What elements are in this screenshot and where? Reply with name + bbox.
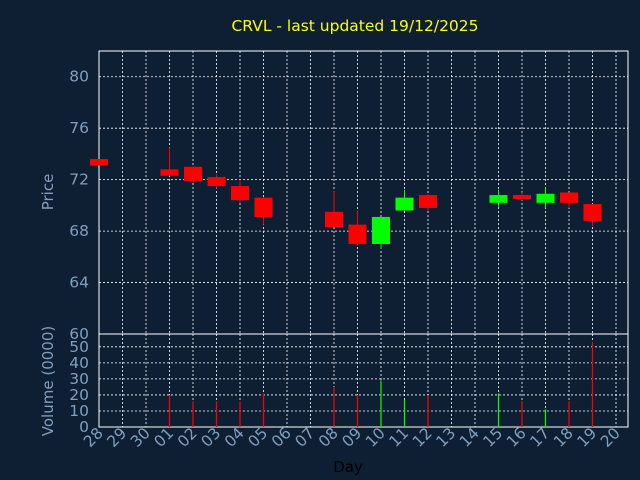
candle-body [207, 177, 226, 187]
price-y-tick-label: 80 [69, 68, 89, 86]
candle-body [160, 169, 179, 176]
price-axis-label: Price [39, 174, 57, 211]
x-tick-label: 14 [456, 424, 483, 451]
x-tick-label: 01 [151, 424, 178, 451]
x-tick-label: 06 [268, 424, 295, 451]
x-tick-label: 11 [386, 424, 413, 451]
volume-y-tick-label: 20 [69, 386, 89, 404]
price-y-tick-label: 60 [69, 325, 89, 343]
volume-y-tick-label: 0 [79, 418, 89, 436]
x-tick-label: 13 [433, 424, 460, 451]
x-tick-label: 10 [362, 424, 389, 451]
volume-y-tick-label: 30 [69, 370, 89, 388]
candle-body [419, 195, 437, 208]
price-panel: 60 64 68 72 76 80 [69, 50, 629, 343]
candle-body [536, 193, 555, 203]
candle-body [395, 197, 414, 211]
volume-frame [98, 333, 629, 428]
x-tick-label: 20 [597, 424, 624, 451]
candle-body [254, 197, 273, 217]
x-tick-label: 15 [480, 424, 507, 451]
x-tick-label: 05 [245, 424, 272, 451]
price-y-tick-label: 68 [69, 222, 89, 240]
volume-y-tick-label: 10 [69, 402, 89, 420]
candle-body [184, 166, 202, 181]
price-y-tick-label: 76 [69, 119, 89, 137]
candle-body [489, 195, 508, 203]
x-axis-label: Day [333, 458, 363, 476]
chart-title: CRVL - last updated 19/12/2025 [231, 17, 478, 35]
candle-body [348, 224, 367, 244]
x-tick-label: 04 [221, 424, 248, 451]
x-tick-label: 12 [409, 424, 436, 451]
x-tick-label: 29 [104, 424, 131, 451]
x-tick-label: 08 [315, 424, 342, 451]
candle-body [325, 211, 343, 228]
candle-body [513, 195, 531, 199]
price-y-tick-label: 72 [69, 171, 89, 189]
volume-y-tick-label: 50 [69, 338, 89, 356]
price-frame [98, 50, 629, 335]
volume-axis-label: Volume (0000) [39, 326, 57, 436]
candle-body [231, 186, 249, 201]
x-tick-label: 09 [339, 424, 366, 451]
x-tick-label: 07 [292, 424, 319, 451]
x-tick-label: 16 [503, 424, 530, 451]
x-tick-label: 17 [527, 424, 554, 451]
candle-body [583, 204, 602, 221]
volume-y-tick-label: 40 [69, 354, 89, 372]
candle-body [372, 216, 390, 244]
x-tick-label: 18 [550, 424, 577, 451]
x-tick-label: 02 [174, 424, 201, 451]
x-tick-label: 03 [198, 424, 225, 451]
x-tick-label: 19 [574, 424, 601, 451]
candle-body [560, 192, 578, 203]
price-y-tick-label: 64 [69, 274, 89, 292]
candle-body [90, 159, 108, 166]
x-tick-label: 30 [127, 424, 154, 451]
